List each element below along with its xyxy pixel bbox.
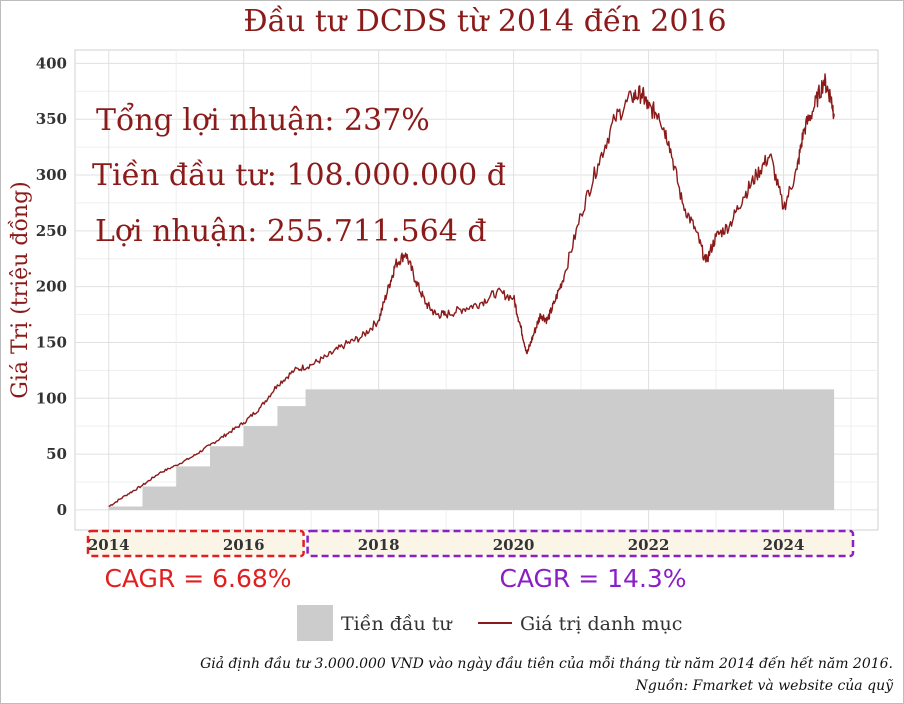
cagr-period-box: [86, 529, 305, 558]
series-investment-area: [108, 389, 835, 510]
y-tick-label: 400: [36, 54, 67, 72]
x-ticks: 2014 2016 2018 2020 2022 2024: [88, 536, 805, 554]
legend-label-investment: Tiền đầu tư: [341, 613, 453, 635]
legend-swatch-investment: [297, 605, 333, 641]
series-portfolio-line: [108, 73, 835, 508]
cagr-label-second: CAGR = 14.3%: [499, 564, 686, 593]
chart-title: Đầu tư DCDS từ 2014 đến 2016: [243, 4, 726, 39]
y-tick-label: 150: [36, 333, 67, 351]
footnote-source: Nguồn: Fmarket và website của quỹ: [635, 677, 894, 694]
y-ticks: 0 50 100 150 200 250 300 350 400: [36, 54, 67, 519]
annotation-total-return: Tổng lợi nhuận: 237%: [96, 102, 430, 138]
x-tick-label: 2024: [763, 536, 805, 554]
x-tick-label: 2014: [88, 536, 130, 554]
y-axis-label: Giá Trị (triệu đồng): [7, 181, 33, 398]
chart-marks: [108, 73, 835, 510]
annotation-profit: Lợi nhuận: 255.711.564 đ: [95, 214, 487, 249]
y-tick-label: 250: [36, 222, 67, 240]
y-tick-label: 100: [36, 389, 67, 407]
cagr-label-first: CAGR = 6.68%: [104, 564, 291, 593]
x-tick-label: 2018: [358, 536, 400, 554]
y-tick-label: 50: [46, 445, 67, 463]
y-tick-label: 0: [57, 501, 67, 519]
cagr-period-box: [306, 529, 855, 558]
x-tick-label: 2022: [628, 536, 670, 554]
footnote-assumption: Giả định đầu tư 3.000.000 VND vào ngày đ…: [200, 655, 893, 672]
y-tick-label: 350: [36, 110, 67, 128]
annotation-invested: Tiền đầu tư: 108.000.000 đ: [92, 158, 506, 193]
legend-label-portfolio: Giá trị danh mục: [520, 613, 682, 635]
y-tick-label: 200: [36, 278, 67, 296]
x-axis-band: [86, 529, 855, 558]
x-tick-label: 2016: [223, 536, 265, 554]
y-tick-label: 300: [36, 166, 67, 184]
x-tick-label: 2020: [493, 536, 535, 554]
